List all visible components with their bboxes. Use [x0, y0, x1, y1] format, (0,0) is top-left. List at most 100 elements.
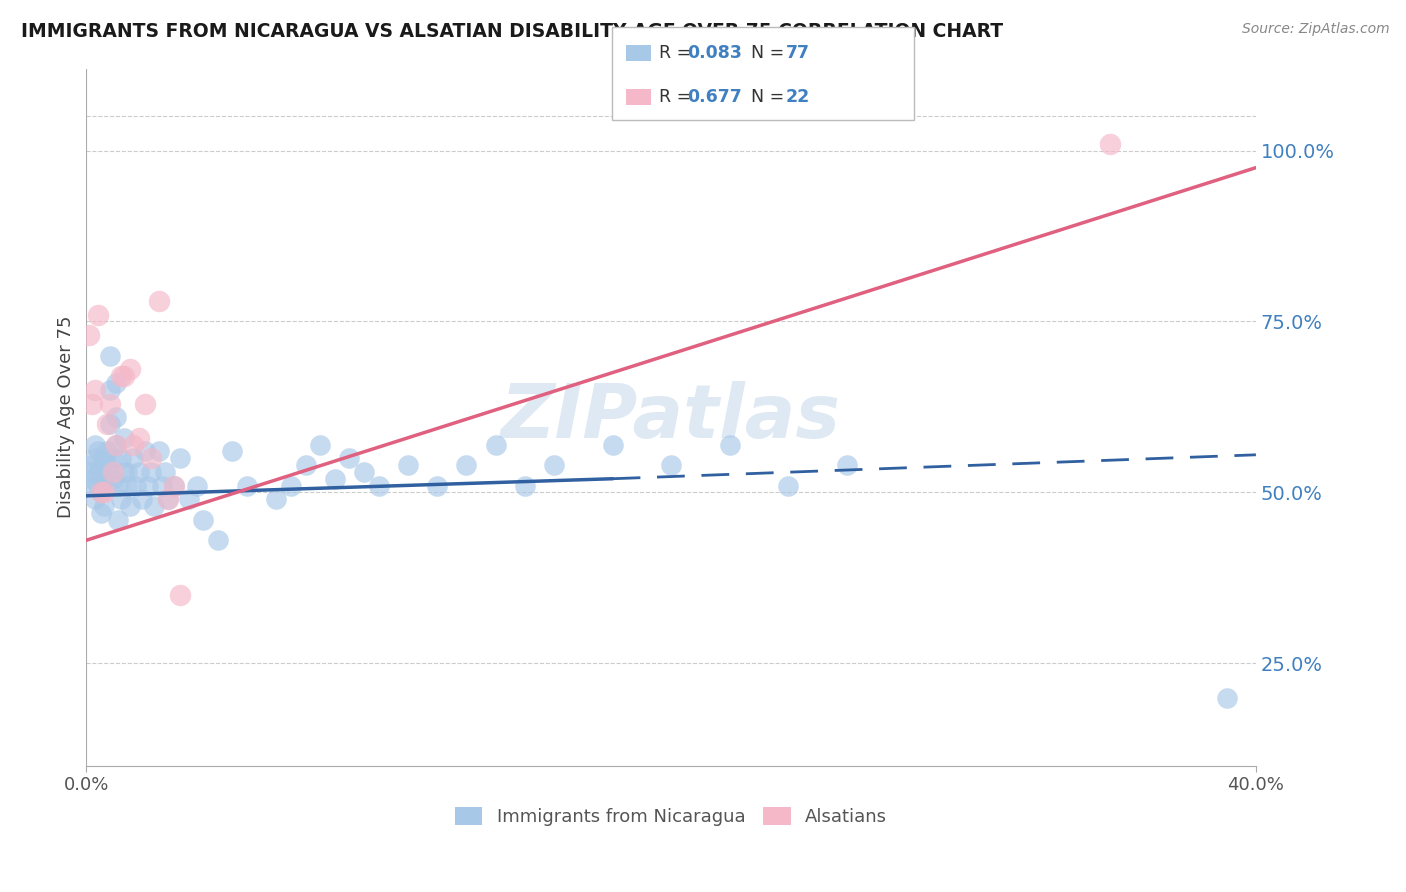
Point — [776, 478, 799, 492]
Point — [96, 478, 118, 492]
Point — [122, 451, 145, 466]
Point — [77, 478, 100, 492]
Text: IMMIGRANTS FROM NICARAGUA VS ALSATIAN DISABILITY AGE OVER 75 CORRELATION CHART: IMMIGRANTS FROM NICARAGUA VS ALSATIAN DI… — [21, 22, 1004, 41]
Point — [134, 396, 156, 410]
Point — [169, 588, 191, 602]
Point — [107, 478, 129, 492]
Point — [96, 417, 118, 431]
Point — [294, 458, 316, 472]
Point — [101, 472, 124, 486]
Point — [157, 492, 180, 507]
Point — [101, 451, 124, 466]
Point — [193, 513, 215, 527]
Point — [110, 451, 132, 466]
Point — [139, 465, 162, 479]
Point — [353, 465, 375, 479]
Point — [543, 458, 565, 472]
Text: N =: N = — [740, 44, 789, 62]
Point — [163, 478, 186, 492]
Point — [659, 458, 682, 472]
Point — [309, 437, 332, 451]
Point — [513, 478, 536, 492]
Point — [110, 369, 132, 384]
Point — [602, 437, 624, 451]
Point — [1215, 690, 1237, 705]
Point — [115, 478, 138, 492]
Point — [718, 437, 741, 451]
Point — [98, 396, 121, 410]
Point — [1098, 136, 1121, 151]
Point — [323, 472, 346, 486]
Point — [134, 444, 156, 458]
Point — [96, 458, 118, 472]
Point — [98, 383, 121, 397]
Point — [77, 328, 100, 343]
Point — [90, 458, 112, 472]
Text: 22: 22 — [786, 88, 810, 106]
Point — [93, 472, 115, 486]
Point — [155, 465, 177, 479]
Point — [84, 437, 107, 451]
Point — [339, 451, 361, 466]
Point — [456, 458, 478, 472]
Point — [98, 417, 121, 431]
Point — [177, 492, 200, 507]
Point — [169, 451, 191, 466]
Point — [115, 465, 138, 479]
Point — [87, 444, 110, 458]
Point — [136, 478, 159, 492]
Point — [84, 492, 107, 507]
Point — [93, 485, 115, 500]
Point — [236, 478, 259, 492]
Point — [110, 492, 132, 507]
Point — [104, 437, 127, 451]
Point — [120, 499, 142, 513]
Point — [82, 396, 104, 410]
Text: R =: R = — [659, 88, 697, 106]
Point — [125, 478, 148, 492]
Point — [131, 492, 153, 507]
Point — [139, 451, 162, 466]
Point — [90, 485, 112, 500]
Point — [122, 437, 145, 451]
Point — [96, 465, 118, 479]
Point — [87, 308, 110, 322]
Point — [485, 437, 508, 451]
Point — [87, 465, 110, 479]
Point — [112, 465, 135, 479]
Point — [835, 458, 858, 472]
Point — [157, 492, 180, 507]
Point — [96, 444, 118, 458]
Point — [90, 506, 112, 520]
Point — [148, 293, 170, 308]
Point — [90, 485, 112, 500]
Point — [186, 478, 208, 492]
Point — [101, 465, 124, 479]
Text: ZIPatlas: ZIPatlas — [501, 381, 841, 454]
Point — [112, 431, 135, 445]
Point — [128, 465, 150, 479]
Point — [104, 410, 127, 425]
Point — [87, 478, 110, 492]
Text: 77: 77 — [786, 44, 810, 62]
Legend: Immigrants from Nicaragua, Alsatians: Immigrants from Nicaragua, Alsatians — [449, 800, 894, 833]
Point — [163, 478, 186, 492]
Point — [150, 478, 173, 492]
Y-axis label: Disability Age Over 75: Disability Age Over 75 — [58, 316, 75, 518]
Point — [280, 478, 302, 492]
Point — [112, 369, 135, 384]
Point — [82, 472, 104, 486]
Point — [148, 444, 170, 458]
Point — [93, 499, 115, 513]
Point — [107, 513, 129, 527]
Point — [104, 437, 127, 451]
Text: N =: N = — [740, 88, 789, 106]
Point — [142, 499, 165, 513]
Point — [84, 383, 107, 397]
Text: 0.083: 0.083 — [688, 44, 742, 62]
Point — [221, 444, 243, 458]
Point — [207, 533, 229, 548]
Point — [128, 431, 150, 445]
Point — [104, 376, 127, 390]
Point — [84, 451, 107, 466]
